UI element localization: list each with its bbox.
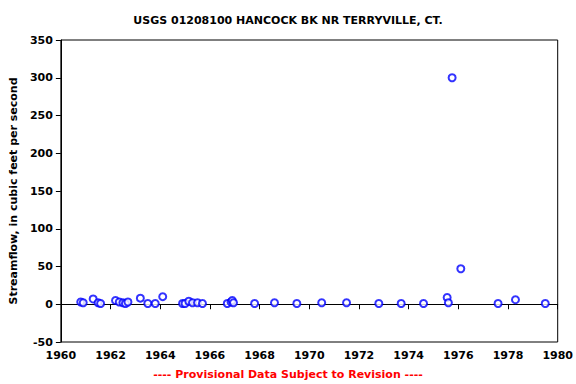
svg-text:1960: 1960 [46, 349, 77, 362]
svg-text:150: 150 [30, 185, 53, 198]
svg-text:1970: 1970 [294, 349, 325, 362]
svg-text:1972: 1972 [344, 349, 375, 362]
svg-text:1980: 1980 [542, 349, 573, 362]
svg-text:USGS 01208100 HANCOCK BK NR TE: USGS 01208100 HANCOCK BK NR TERRYVILLE, … [133, 14, 442, 27]
svg-text:1968: 1968 [244, 349, 275, 362]
svg-text:1962: 1962 [95, 349, 126, 362]
svg-text:50: 50 [38, 260, 54, 273]
svg-text:300: 300 [30, 71, 53, 84]
svg-text:1978: 1978 [493, 349, 524, 362]
svg-text:1974: 1974 [393, 349, 424, 362]
svg-text:1966: 1966 [195, 349, 226, 362]
svg-text:-50: -50 [33, 336, 53, 349]
svg-text:350: 350 [30, 34, 53, 47]
svg-text:---- Provisional Data Subject: ---- Provisional Data Subject to Revisio… [153, 368, 423, 381]
svg-text:200: 200 [30, 147, 53, 160]
svg-text:250: 250 [30, 109, 53, 122]
svg-text:1964: 1964 [145, 349, 176, 362]
svg-text:100: 100 [30, 222, 53, 235]
svg-text:0: 0 [45, 298, 53, 311]
svg-text:1976: 1976 [443, 349, 474, 362]
svg-text:Streamflow, in cubic feet per: Streamflow, in cubic feet per second [7, 77, 20, 304]
